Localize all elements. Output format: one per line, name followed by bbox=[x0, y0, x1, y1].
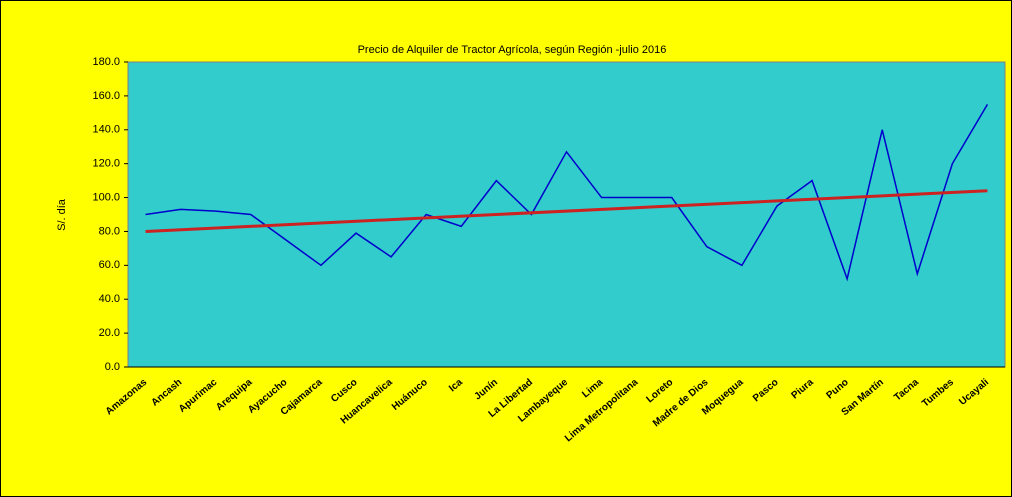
y-tick-label: 80.0 bbox=[99, 225, 120, 237]
y-axis-label: S/. día bbox=[56, 198, 68, 231]
y-tick-label: 160.0 bbox=[92, 90, 120, 102]
y-tick-label: 100.0 bbox=[92, 191, 120, 203]
y-tick-label: 40.0 bbox=[99, 293, 120, 305]
chart-title: Precio de Alquiler de Tractor Agrícola, … bbox=[358, 44, 667, 56]
trend-line bbox=[145, 189, 988, 233]
y-tick-label: 120.0 bbox=[92, 158, 120, 170]
y-tick-label: 60.0 bbox=[99, 259, 120, 271]
y-tick-label: 0.0 bbox=[105, 361, 120, 373]
plot-area bbox=[127, 61, 1006, 368]
y-tick-label: 20.0 bbox=[99, 327, 120, 339]
data-line bbox=[145, 103, 989, 282]
y-tick-label: 180.0 bbox=[92, 56, 120, 68]
y-tick-label: 140.0 bbox=[92, 124, 120, 136]
